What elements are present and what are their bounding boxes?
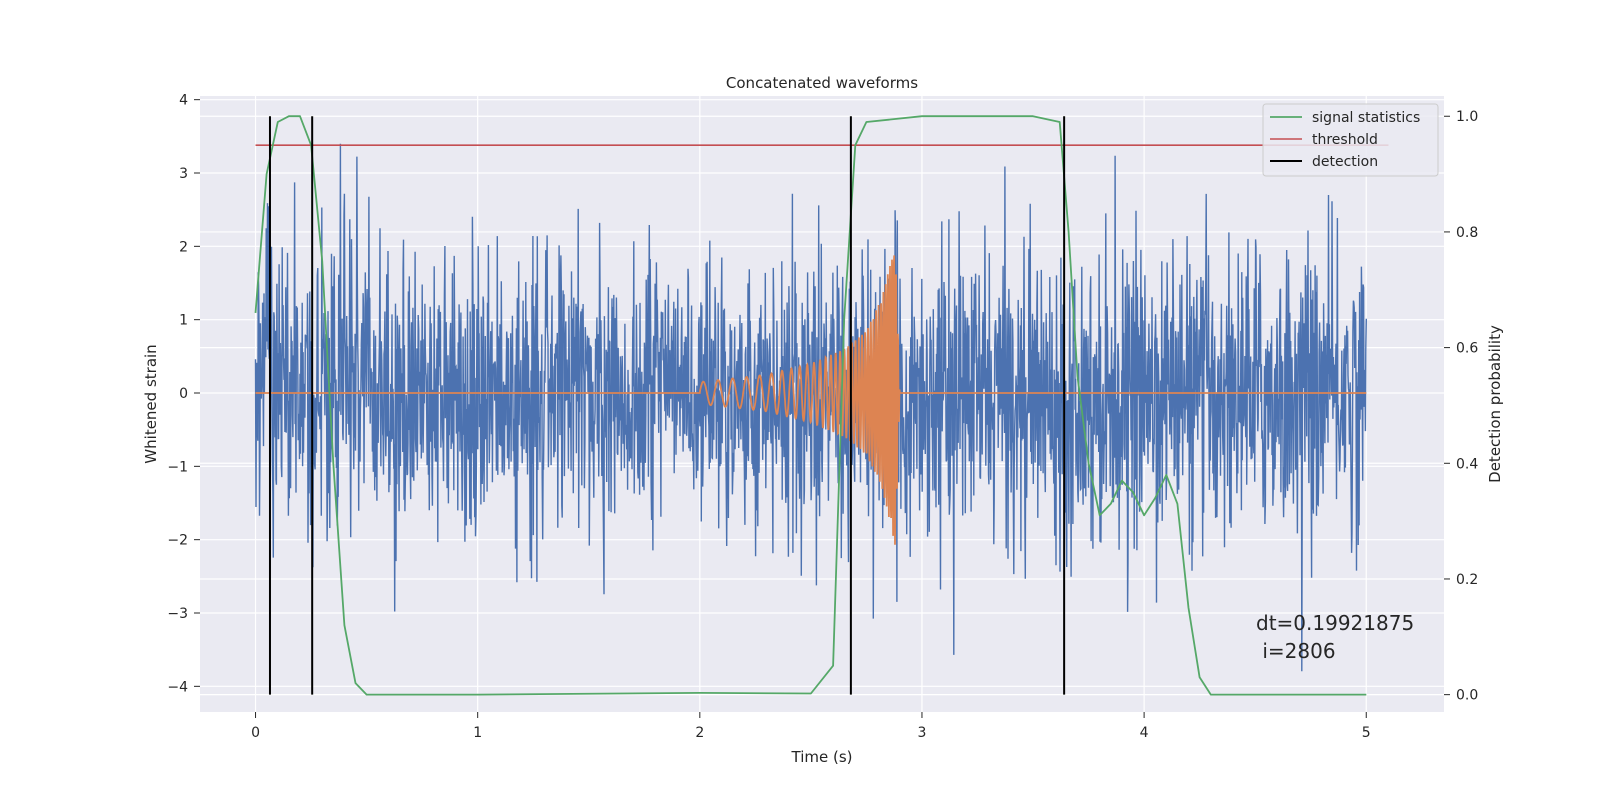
chart-marks [254, 115, 1389, 696]
chirp-series-line [255, 255, 1367, 545]
y2-tick-label: 0.0 [1456, 688, 1478, 704]
y-tick-label: 1 [179, 313, 188, 329]
x-tick-label: 5 [1362, 725, 1371, 741]
x-tick-label: 4 [1140, 725, 1149, 741]
legend-label: signal statistics [1312, 110, 1420, 126]
x-tick-label: 0 [251, 725, 260, 741]
legend: signal statistics threshold detection [1262, 103, 1439, 177]
y2-tick-label: 1.0 [1456, 109, 1478, 125]
y2-tick-label: 0.2 [1456, 572, 1478, 588]
x-tick-label: 3 [918, 725, 927, 741]
x-tick-label: 2 [695, 725, 704, 741]
annotation-line: i=2806 [1256, 639, 1336, 663]
y-tick-label: −1 [167, 459, 188, 475]
x-axis-label: Time (s) [791, 748, 853, 766]
legend-label: detection [1312, 154, 1378, 170]
y-tick-label: 3 [179, 166, 188, 182]
y-tick-label: −2 [167, 533, 188, 549]
y2-axis-label: Detection probability [1486, 325, 1504, 483]
y-tick-label: 4 [179, 93, 188, 109]
signal-statistics-line [254, 115, 1367, 696]
y-tick-label: −3 [167, 606, 188, 622]
x-tick-label: 1 [473, 725, 482, 741]
chart-title: Concatenated waveforms [726, 74, 918, 92]
annotation: dt=0.19921875 i=2806 [1256, 611, 1414, 663]
legend-label: threshold [1312, 132, 1378, 148]
y2-tick-label: 0.6 [1456, 341, 1478, 357]
y-axis-label: Whitened strain [142, 344, 160, 463]
y2-tick-label: 0.8 [1456, 225, 1478, 241]
y2-tick-label: 0.4 [1456, 456, 1478, 472]
annotation-line: dt=0.19921875 [1256, 611, 1414, 635]
tick-labels: 0 1 2 3 4 5 −4 −3 −2 −1 0 1 2 3 4 0.0 0.2 0.4 0.6 0.8 1.0 [167, 93, 1478, 741]
y-tick-label: 2 [179, 239, 188, 255]
legend-box [1262, 103, 1439, 177]
y-tick-label: 0 [179, 386, 188, 402]
strain-series-line [254, 143, 1367, 672]
y-tick-label: −4 [167, 679, 188, 695]
